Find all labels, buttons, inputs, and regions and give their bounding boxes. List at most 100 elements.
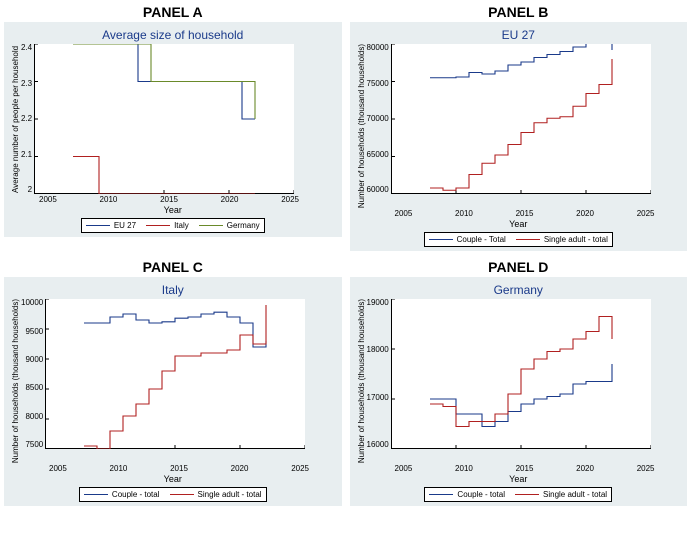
x-tick: 2020	[576, 464, 594, 473]
y-tick: 2	[21, 186, 32, 194]
y-tick: 7500	[21, 441, 43, 449]
x-tick: 2020	[576, 209, 594, 218]
legend-swatch	[429, 239, 453, 240]
legend-item: Couple - total	[429, 490, 505, 499]
legend: Couple - total Single adult - total	[79, 487, 267, 502]
plot-svg	[391, 44, 651, 194]
legend-swatch	[170, 494, 194, 495]
x-axis-label: Year	[356, 218, 682, 229]
legend-label: Italy	[174, 221, 189, 230]
cell-a: PANEL A Average size of householdAverage…	[0, 0, 346, 255]
y-tick: 2.3	[21, 80, 32, 88]
y-tick: 2.1	[21, 151, 32, 159]
x-tick: 2010	[455, 209, 473, 218]
panel-d-plot: Germany Number of households (thousand ho…	[350, 277, 688, 506]
panel-c-plot: Italy Number of households (thousand hous…	[4, 277, 342, 506]
legend-item: Couple - Total	[429, 235, 506, 244]
plot-svg	[45, 299, 305, 449]
panel-c-label: PANEL C	[4, 259, 342, 275]
y-ticks: 2.4 2.3 2.2 2.1 2	[21, 44, 34, 194]
x-axis-label: Year	[356, 473, 682, 484]
x-axis-label: Year	[10, 473, 336, 484]
legend-label: Germany	[227, 221, 260, 230]
legend-swatch	[515, 494, 539, 495]
plot-row: Number of households (thousand household…	[10, 299, 336, 463]
y-tick: 65000	[367, 151, 389, 159]
y-axis-label: Number of households (thousand household…	[356, 299, 367, 463]
chart-title: Germany	[356, 283, 682, 297]
x-tick: 2025	[291, 464, 309, 473]
x-ticks: 20052010201520202025	[395, 208, 655, 218]
legend-item: EU 27	[86, 221, 136, 230]
legend: EU 27 Italy Germany	[81, 218, 265, 233]
plot-svg	[391, 299, 651, 449]
legend: Couple - Total Single adult - total	[424, 232, 613, 247]
y-ticks: 1000095009000850080007500	[21, 299, 45, 449]
cell-c: PANEL C Italy Number of households (thous…	[0, 255, 346, 510]
legend-item: Italy	[146, 221, 189, 230]
x-tick: 2025	[637, 464, 655, 473]
legend-item: Single adult - total	[516, 235, 608, 244]
panel-grid: PANEL A Average size of householdAverage…	[0, 0, 691, 510]
cell-b: PANEL B EU 27Number of households (thous…	[346, 0, 691, 255]
y-ticks: 80000 75000 70000 65000 60000	[367, 44, 391, 194]
y-tick: 9000	[21, 356, 43, 364]
y-tick: 60000	[367, 186, 389, 194]
x-tick: 2015	[160, 195, 178, 204]
plot-row: Average number of people per household2.…	[10, 44, 336, 194]
y-axis-label: Average number of people per household	[10, 44, 21, 194]
legend-label: Single adult - total	[543, 490, 607, 499]
y-tick: 19000	[367, 299, 389, 307]
series-line	[430, 59, 612, 190]
plot-row: Number of households (thousand household…	[356, 44, 682, 208]
panel-a-plot: Average size of household Average number …	[4, 22, 342, 237]
legend-item: Germany	[199, 221, 260, 230]
y-tick: 18000	[367, 346, 389, 354]
legend-item: Couple - total	[84, 490, 160, 499]
y-tick: 9500	[21, 328, 43, 336]
series-line	[73, 44, 255, 119]
x-tick: 2005	[39, 195, 57, 204]
x-tick: 2010	[110, 464, 128, 473]
y-tick: 2.4	[21, 44, 32, 52]
x-tick: 2025	[281, 195, 299, 204]
x-tick: 2020	[221, 195, 239, 204]
series-line	[84, 312, 266, 347]
series-line	[84, 305, 266, 449]
x-tick: 2005	[395, 209, 413, 218]
y-tick: 2.2	[21, 115, 32, 123]
x-tick: 2005	[395, 464, 413, 473]
legend-swatch	[429, 494, 453, 495]
x-tick: 2015	[170, 464, 188, 473]
chart-title: Average size of household	[10, 28, 336, 42]
series-line	[430, 44, 612, 78]
legend-swatch	[86, 225, 110, 226]
y-tick: 10000	[21, 299, 43, 307]
x-tick: 2015	[516, 464, 534, 473]
panel-b-label: PANEL B	[350, 4, 688, 20]
plot-row: Number of households (thousand household…	[356, 299, 682, 463]
x-tick: 2005	[49, 464, 67, 473]
y-tick: 75000	[367, 80, 389, 88]
y-axis-label: Number of households (thousand household…	[356, 44, 367, 208]
legend-label: Couple - total	[112, 490, 160, 499]
legend-label: Couple - Total	[457, 235, 506, 244]
x-tick: 2025	[637, 209, 655, 218]
legend-swatch	[84, 494, 108, 495]
legend-item: Single adult - total	[515, 490, 607, 499]
x-ticks: 2005 2010 2015 2020 2025	[395, 463, 655, 473]
x-tick: 2010	[455, 464, 473, 473]
y-tick: 70000	[367, 115, 389, 123]
legend-label: EU 27	[114, 221, 136, 230]
panel-b-plot: EU 27Number of households (thousand hous…	[350, 22, 688, 251]
x-ticks: 2005 2010 2015 2020 2025	[39, 194, 299, 204]
x-tick: 2010	[100, 195, 118, 204]
legend-swatch	[516, 239, 540, 240]
y-tick: 80000	[367, 44, 389, 52]
panel-d-label: PANEL D	[350, 259, 688, 275]
chart-title: Italy	[10, 283, 336, 297]
legend-label: Single adult - total	[544, 235, 608, 244]
y-axis-label: Number of households (thousand household…	[10, 299, 21, 463]
legend-label: Single adult - total	[198, 490, 262, 499]
y-tick: 17000	[367, 394, 389, 402]
